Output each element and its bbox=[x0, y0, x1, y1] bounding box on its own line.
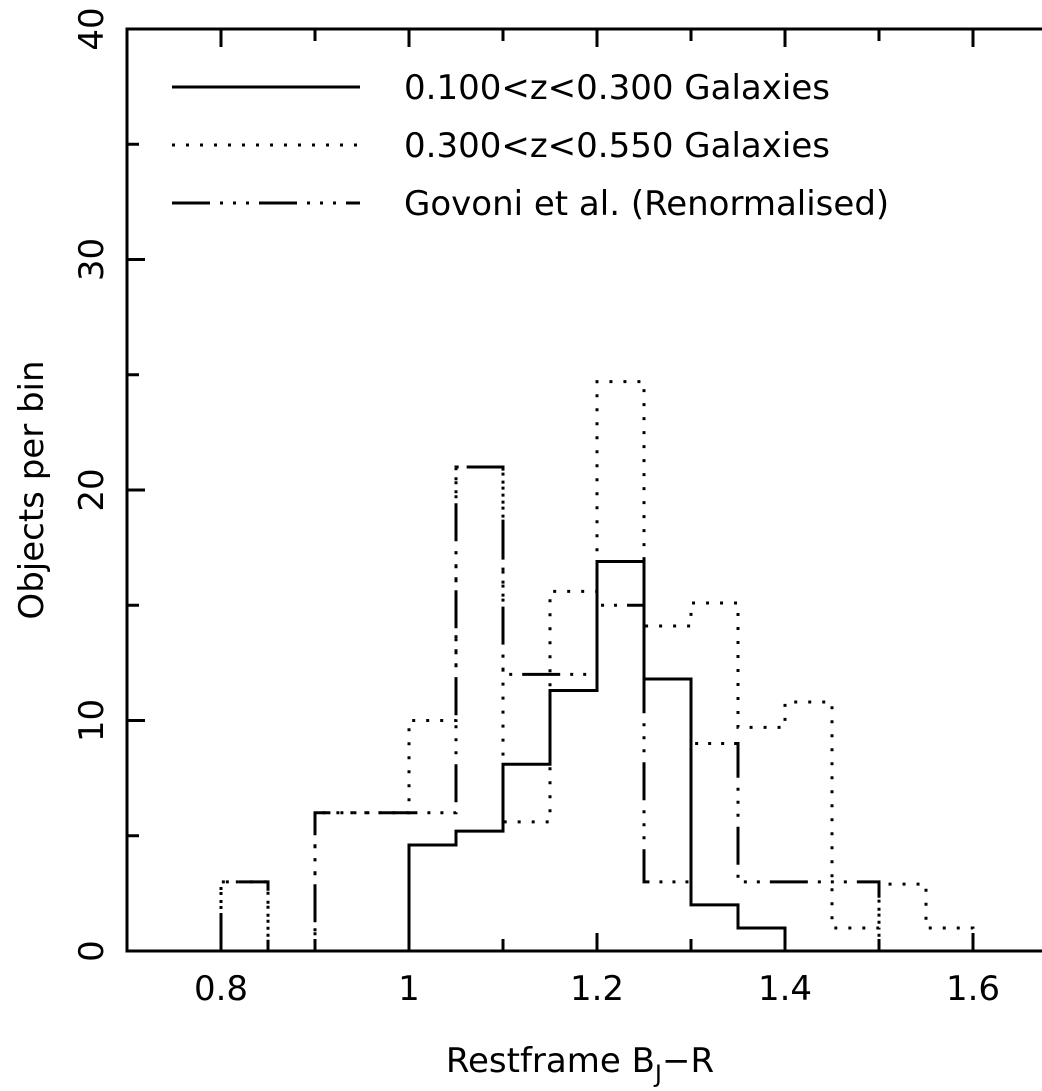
series-line bbox=[219, 465, 881, 951]
series-line bbox=[407, 559, 787, 951]
y-tick-label: 40 bbox=[72, 7, 112, 50]
legend-item: 0.300<z<0.550 Galaxies bbox=[172, 126, 830, 166]
x-tick-label: 1.6 bbox=[946, 969, 1000, 1009]
x-tick-label: 1 bbox=[398, 969, 420, 1009]
x-tick-label: 0.8 bbox=[194, 969, 248, 1009]
labels-layer: 0.8 1 1.2 1.4 1.6 0 10 20 30 40 bbox=[72, 7, 1000, 1009]
y-tick-label: 0 bbox=[72, 940, 112, 962]
legend-label: Govoni et al. (Renormalised) bbox=[404, 184, 889, 224]
legend: 0.100<z<0.300 Galaxies 0.300<z<0.550 Gala… bbox=[172, 68, 889, 224]
ticks-layer bbox=[127, 27, 975, 953]
series-dotted bbox=[219, 380, 975, 951]
series-line bbox=[219, 380, 975, 951]
legend-label: 0.100<z<0.300 Galaxies bbox=[404, 68, 830, 108]
series-dash-dot bbox=[219, 465, 881, 951]
y-tick-label: 20 bbox=[72, 468, 112, 511]
legend-item: Govoni et al. (Renormalised) bbox=[172, 184, 889, 224]
y-tick-label: 30 bbox=[72, 238, 112, 281]
legend-item: 0.100<z<0.300 Galaxies bbox=[172, 68, 830, 108]
legend-label: 0.300<z<0.550 Galaxies bbox=[404, 126, 830, 166]
x-tick-label: 1.4 bbox=[758, 969, 812, 1009]
y-tick-label: 10 bbox=[72, 699, 112, 742]
y-axis-title: Objects per bin bbox=[12, 360, 52, 619]
x-axis-title: Restframe BJ−R bbox=[446, 1041, 714, 1088]
series-layer bbox=[219, 380, 975, 951]
x-tick-label: 1.2 bbox=[570, 969, 624, 1009]
series-solid bbox=[407, 559, 787, 951]
